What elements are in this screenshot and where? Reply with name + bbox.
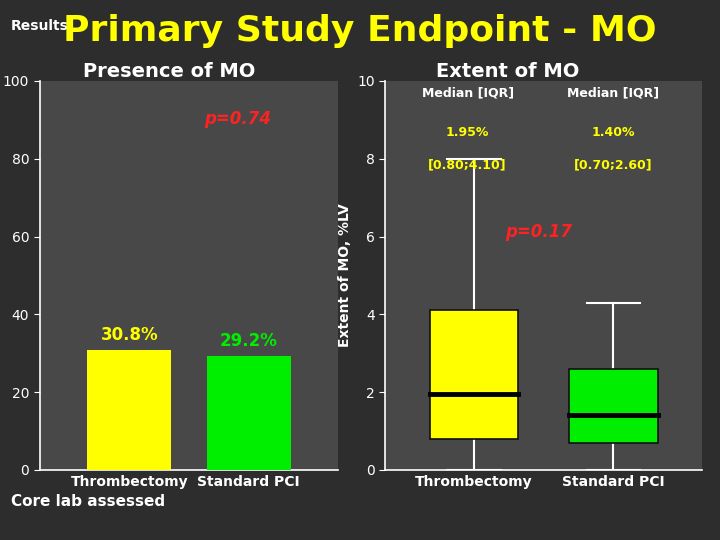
FancyBboxPatch shape bbox=[430, 310, 518, 438]
Text: p=0.74: p=0.74 bbox=[204, 110, 271, 128]
FancyBboxPatch shape bbox=[569, 369, 657, 443]
Text: Median [IQR]: Median [IQR] bbox=[567, 87, 660, 100]
Text: Median [IQR]: Median [IQR] bbox=[421, 87, 513, 100]
Text: Presence of MO: Presence of MO bbox=[83, 62, 256, 81]
Bar bbox=[87, 350, 171, 470]
Text: Primary Study Endpoint - MO: Primary Study Endpoint - MO bbox=[63, 14, 657, 48]
Bar bbox=[207, 356, 291, 470]
Text: 29.2%: 29.2% bbox=[220, 333, 278, 350]
Text: Extent of MO: Extent of MO bbox=[436, 62, 580, 81]
Y-axis label: Extent of MO, %LV: Extent of MO, %LV bbox=[338, 204, 351, 347]
Text: 30.8%: 30.8% bbox=[100, 326, 158, 344]
Text: 1.95%: 1.95% bbox=[446, 126, 490, 139]
Text: Core lab assessed: Core lab assessed bbox=[11, 494, 165, 509]
Text: 1.40%: 1.40% bbox=[592, 126, 635, 139]
Text: p=0.17: p=0.17 bbox=[505, 222, 572, 240]
Text: [0.80;4.10]: [0.80;4.10] bbox=[428, 159, 507, 172]
Text: [0.70;2.60]: [0.70;2.60] bbox=[574, 159, 652, 172]
Text: Results: Results bbox=[11, 19, 68, 33]
